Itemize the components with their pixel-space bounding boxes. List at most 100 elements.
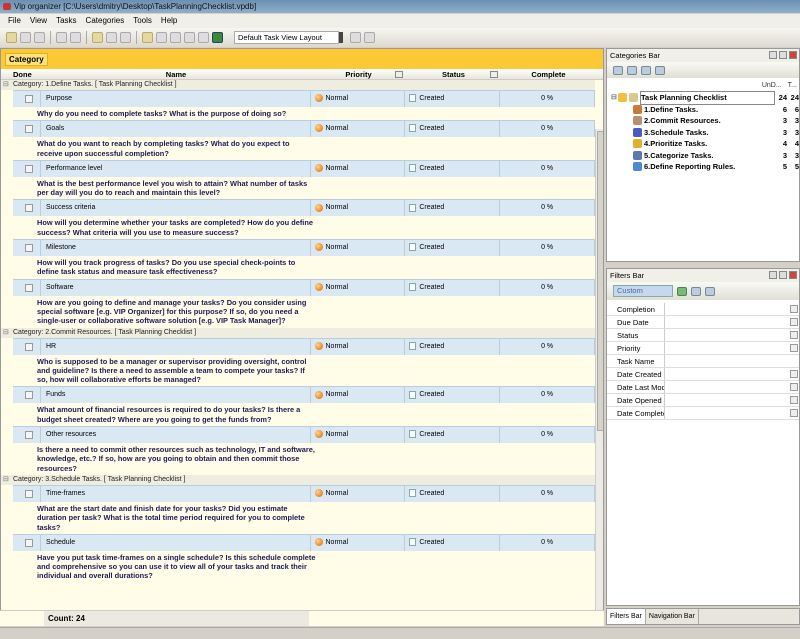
filter-value-field[interactable] xyxy=(665,407,799,419)
done-checkbox[interactable] xyxy=(25,244,33,253)
tree-node[interactable]: ⊟ Task Planning Checklist 24 24 xyxy=(607,91,799,105)
tab-filters-bar[interactable]: Filters Bar xyxy=(607,609,646,624)
done-checkbox[interactable] xyxy=(25,431,33,440)
delete-category-icon[interactable] xyxy=(655,65,665,75)
done-checkbox[interactable] xyxy=(25,391,33,400)
priority-cell[interactable]: Normal xyxy=(311,485,406,502)
done-checkbox[interactable] xyxy=(25,164,33,173)
task-name[interactable]: Other resources xyxy=(41,427,311,444)
task-name[interactable]: Performance level xyxy=(41,160,311,177)
column-priority[interactable]: Priority xyxy=(311,69,406,79)
preview-icon[interactable] xyxy=(70,32,81,43)
done-checkbox[interactable] xyxy=(25,95,33,103)
dropdown-arrow-icon[interactable] xyxy=(790,383,798,391)
dropdown-arrow-icon[interactable] xyxy=(790,344,798,352)
filter-value-field[interactable] xyxy=(665,394,799,406)
print-icon[interactable] xyxy=(56,32,67,43)
group-by-category-chip[interactable]: Category xyxy=(5,52,48,66)
status-cell[interactable]: Created xyxy=(405,279,501,296)
outdent-icon[interactable] xyxy=(198,32,209,43)
menu-tasks[interactable]: Tasks xyxy=(56,16,77,25)
category-group-header[interactable]: Category: 1.Define Tasks. [ Task Plannin… xyxy=(1,80,595,90)
tree-node[interactable]: 5.Categorize Tasks. 3 3 xyxy=(607,150,799,162)
add-category-icon[interactable] xyxy=(613,65,623,75)
priority-cell[interactable]: Normal xyxy=(311,427,406,444)
priority-cell[interactable]: Normal xyxy=(311,279,406,296)
category-group-header[interactable]: Category: 2.Commit Resources. [ Task Pla… xyxy=(1,327,595,338)
filter-value-field[interactable] xyxy=(665,355,799,367)
menu-categories[interactable]: Categories xyxy=(85,16,125,25)
delete-filter-icon[interactable] xyxy=(705,286,715,296)
done-checkbox[interactable] xyxy=(25,489,33,498)
tree-node[interactable]: 3.Schedule Tasks. 3 3 xyxy=(607,127,799,139)
menu-file[interactable]: File xyxy=(8,16,21,25)
status-cell[interactable]: Created xyxy=(405,160,501,177)
new-task-icon[interactable] xyxy=(92,32,103,43)
done-checkbox[interactable] xyxy=(25,283,33,292)
table-row[interactable]: Performance level Normal Created 0 % xyxy=(13,159,595,177)
close-icon[interactable] xyxy=(789,271,797,279)
dropdown-arrow-icon[interactable] xyxy=(790,396,798,404)
column-total[interactable]: T... xyxy=(787,82,797,89)
done-checkbox[interactable] xyxy=(25,538,33,547)
table-row[interactable]: Purpose Normal Created 0 % xyxy=(13,90,595,107)
done-checkbox[interactable] xyxy=(25,204,33,213)
done-checkbox[interactable] xyxy=(25,342,33,351)
delete-layout-icon[interactable] xyxy=(364,32,375,43)
table-row[interactable]: Success criteria Normal Created 0 % xyxy=(13,199,595,217)
priority-cell[interactable]: Normal xyxy=(311,534,406,551)
category-group-header[interactable]: Category: 3.Schedule Tasks. [ Task Plann… xyxy=(1,474,595,485)
tree-node[interactable]: 6.Define Reporting Rules. 5 5 xyxy=(607,161,799,173)
table-row[interactable]: Funds Normal Created 0 % xyxy=(13,386,595,404)
edit-category-icon[interactable] xyxy=(641,65,651,75)
filter-value-field[interactable] xyxy=(665,381,799,393)
options-icon[interactable] xyxy=(769,51,777,59)
done-checkbox[interactable] xyxy=(25,125,33,134)
filter-value-field[interactable] xyxy=(665,316,799,328)
save-icon[interactable] xyxy=(34,32,45,43)
task-name[interactable]: Success criteria xyxy=(41,200,311,217)
scrollbar-thumb[interactable] xyxy=(597,131,603,431)
column-undone[interactable]: UnD... xyxy=(761,82,782,89)
task-name[interactable]: Purpose xyxy=(41,91,311,107)
filter-value-field[interactable] xyxy=(665,368,799,380)
tree-node[interactable]: 1.Define Tasks. 6 6 xyxy=(607,104,799,116)
menu-help[interactable]: Help xyxy=(160,16,178,25)
table-row[interactable]: Time-frames Normal Created 0 % xyxy=(13,484,595,502)
pin-icon[interactable] xyxy=(779,51,787,59)
status-cell[interactable]: Created xyxy=(405,200,501,217)
status-cell[interactable]: Created xyxy=(405,338,501,355)
move-up-icon[interactable] xyxy=(156,32,167,43)
status-cell[interactable]: Created xyxy=(405,121,501,138)
open-icon[interactable] xyxy=(20,32,31,43)
filter-value-field[interactable] xyxy=(665,329,799,341)
priority-cell[interactable]: Normal xyxy=(311,91,406,107)
table-row[interactable]: Software Normal Created 0 % xyxy=(13,278,595,296)
priority-cell[interactable]: Normal xyxy=(311,338,406,355)
column-name[interactable]: Name xyxy=(165,70,187,79)
tab-navigation-bar[interactable]: Navigation Bar xyxy=(646,609,699,624)
view-icon[interactable] xyxy=(142,32,153,43)
table-row[interactable]: Milestone Normal Created 0 % xyxy=(13,239,595,257)
priority-cell[interactable]: Normal xyxy=(311,160,406,177)
priority-cell[interactable]: Normal xyxy=(311,387,406,404)
task-name[interactable]: Time-frames xyxy=(41,485,311,502)
status-cell[interactable]: Created xyxy=(405,240,501,257)
close-icon[interactable] xyxy=(789,51,797,59)
priority-cell[interactable]: Normal xyxy=(311,200,406,217)
vertical-scrollbar[interactable] xyxy=(595,129,603,625)
status-cell[interactable]: Created xyxy=(405,534,501,551)
dropdown-arrow-icon[interactable] xyxy=(790,370,798,378)
status-cell[interactable]: Created xyxy=(405,427,501,444)
dropdown-arrow-icon[interactable] xyxy=(790,331,798,339)
apply-layout-icon[interactable] xyxy=(350,32,361,43)
edit-task-icon[interactable] xyxy=(106,32,117,43)
table-row[interactable]: Other resources Normal Created 0 % xyxy=(13,426,595,444)
tree-node[interactable]: 2.Commit Resources. 3 3 xyxy=(607,115,799,127)
priority-cell[interactable]: Normal xyxy=(311,240,406,257)
indent-icon[interactable] xyxy=(184,32,195,43)
filter-value-field[interactable] xyxy=(665,303,799,315)
column-status[interactable]: Status xyxy=(406,69,501,79)
task-name[interactable]: Schedule xyxy=(41,534,311,551)
menu-tools[interactable]: Tools xyxy=(133,16,152,25)
